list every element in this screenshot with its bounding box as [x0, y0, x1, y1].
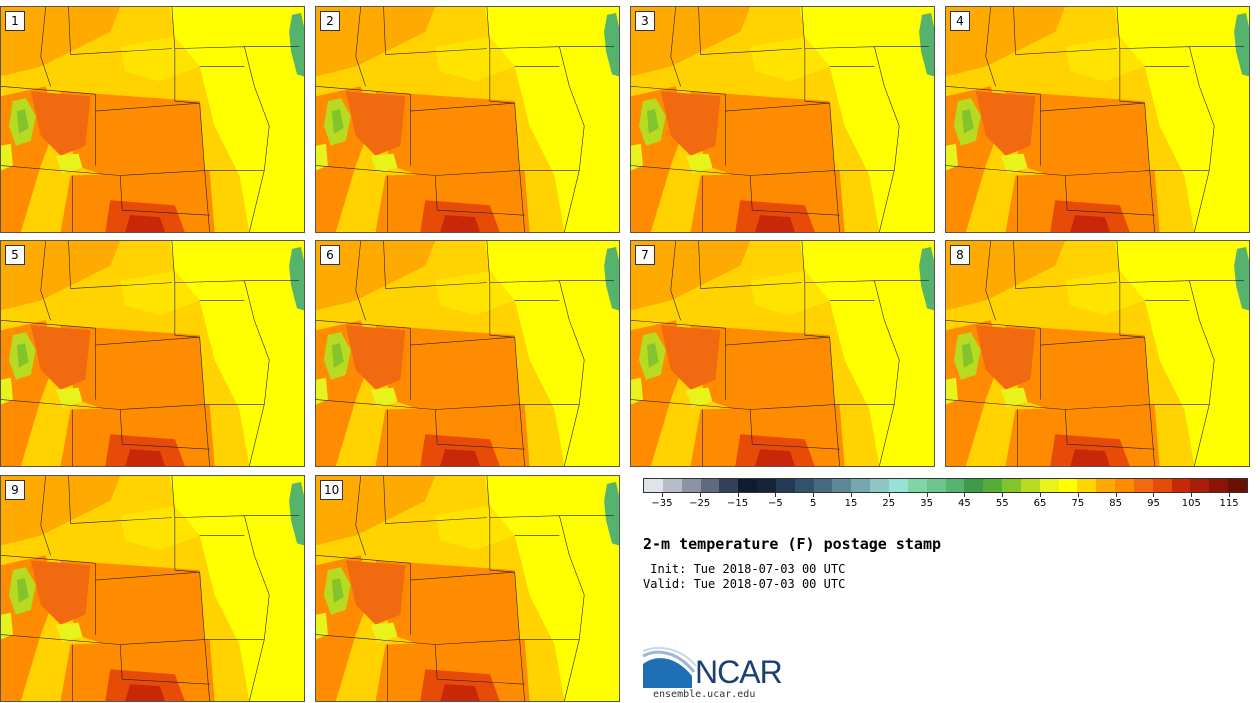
colorbar-tick-label: −25 — [680, 493, 720, 509]
colorbar-swatch — [1002, 479, 1021, 492]
member-label: 5 — [5, 245, 25, 265]
colorbar-tick-label: −15 — [718, 493, 758, 509]
colorbar-tick-label: 45 — [944, 493, 984, 509]
ensemble-member-map: 5 — [0, 240, 305, 467]
colorbar-tick-label: −35 — [642, 493, 682, 509]
ensemble-member-map: 6 — [315, 240, 620, 467]
colorbar-tick-label: 15 — [831, 493, 871, 509]
colorbar-swatch — [644, 479, 663, 492]
page-title: 2-m temperature (F) postage stamp — [643, 535, 942, 553]
colorbar-tick-label: 35 — [907, 493, 947, 509]
member-label: 4 — [950, 11, 970, 31]
colorbar-swatch — [1115, 479, 1134, 492]
colorbar-swatch — [1096, 479, 1116, 492]
colorbar-tick-label: 75 — [1058, 493, 1098, 509]
colorbar-tick-label: 55 — [982, 493, 1022, 509]
colorbar-swatch — [738, 479, 758, 492]
colorbar-swatch — [1190, 479, 1210, 492]
colorbar-swatch — [1020, 479, 1040, 492]
colorbar-tick-label: 105 — [1171, 493, 1211, 509]
colorbar-swatch — [870, 479, 889, 492]
colorbar-tick-label: 95 — [1133, 493, 1173, 509]
ensemble-member-map: 7 — [630, 240, 935, 467]
colorbar-swatch — [964, 479, 984, 492]
colorbar-swatch — [851, 479, 871, 492]
colorbar-tick-label: 65 — [1020, 493, 1060, 509]
ensemble-member-map: 8 — [945, 240, 1250, 467]
colorbar-swatch — [700, 479, 720, 492]
colorbar-swatch — [832, 479, 852, 492]
member-label: 8 — [950, 245, 970, 265]
colorbar-swatch — [757, 479, 776, 492]
colorbar-swatch — [681, 479, 701, 492]
temperature-map — [1, 476, 304, 701]
colorbar-tick-label: −5 — [755, 493, 795, 509]
ensemble-member-map: 10 — [315, 475, 620, 702]
ensemble-member-map: 3 — [630, 6, 935, 233]
colorbar-tick-label: 85 — [1096, 493, 1136, 509]
member-label: 6 — [320, 245, 340, 265]
member-label: 7 — [635, 245, 655, 265]
colorbar-tick-label: 5 — [793, 493, 833, 509]
colorbar-swatch — [813, 479, 833, 492]
member-label: 10 — [320, 480, 344, 500]
ensemble-member-map: 1 — [0, 6, 305, 233]
member-label: 3 — [635, 11, 655, 31]
member-label: 9 — [5, 480, 25, 500]
temperature-map — [631, 241, 934, 466]
temperature-map — [316, 476, 619, 701]
colorbar-swatch — [662, 479, 682, 492]
colorbar-ticks: −35 −25 −15 −5 5 15 25 35 45 55 65 75 85 95 105 115 — [643, 493, 1248, 513]
ensemble-member-map: 4 — [945, 6, 1250, 233]
colorbar-swatch — [1039, 479, 1059, 492]
temperature-map — [946, 7, 1249, 232]
member-label: 2 — [320, 11, 340, 31]
ncar-logo-icon — [642, 647, 697, 688]
colorbar-swatch — [1171, 479, 1191, 492]
temperature-map — [631, 7, 934, 232]
temperature-map — [316, 7, 619, 232]
temperature-map — [946, 241, 1249, 466]
colorbar-swatch — [888, 479, 908, 492]
colorbar-swatch — [1152, 479, 1172, 492]
ensemble-member-map: 2 — [315, 6, 620, 233]
colorbar-swatch — [1077, 479, 1097, 492]
valid-time: Valid: Tue 2018-07-03 00 UTC — [643, 577, 846, 591]
colorbar-swatch — [719, 479, 739, 492]
logo-url: ensemble.ucar.edu — [653, 689, 756, 700]
temperature-map — [1, 7, 304, 232]
colorbar-tick-label: 25 — [869, 493, 909, 509]
colorbar-swatch — [794, 479, 814, 492]
colorbar-swatch — [775, 479, 795, 492]
colorbar-swatch — [1228, 479, 1247, 492]
colorbar-swatch — [1133, 479, 1153, 492]
logo-text: NCAR — [695, 654, 783, 690]
colorbar-tick-label: 115 — [1209, 493, 1249, 509]
colorbar-swatch — [1058, 479, 1078, 492]
temperature-map — [1, 241, 304, 466]
temperature-map — [316, 241, 619, 466]
colorbar-swatch — [907, 479, 927, 492]
ensemble-member-map: 9 — [0, 475, 305, 702]
init-time: Init: Tue 2018-07-03 00 UTC — [643, 562, 846, 576]
colorbar-swatch — [983, 479, 1003, 492]
member-label: 1 — [5, 11, 25, 31]
colorbar-swatch — [1209, 479, 1229, 492]
colorbar — [643, 478, 1248, 493]
colorbar-swatch — [945, 479, 965, 492]
colorbar-swatch — [926, 479, 946, 492]
